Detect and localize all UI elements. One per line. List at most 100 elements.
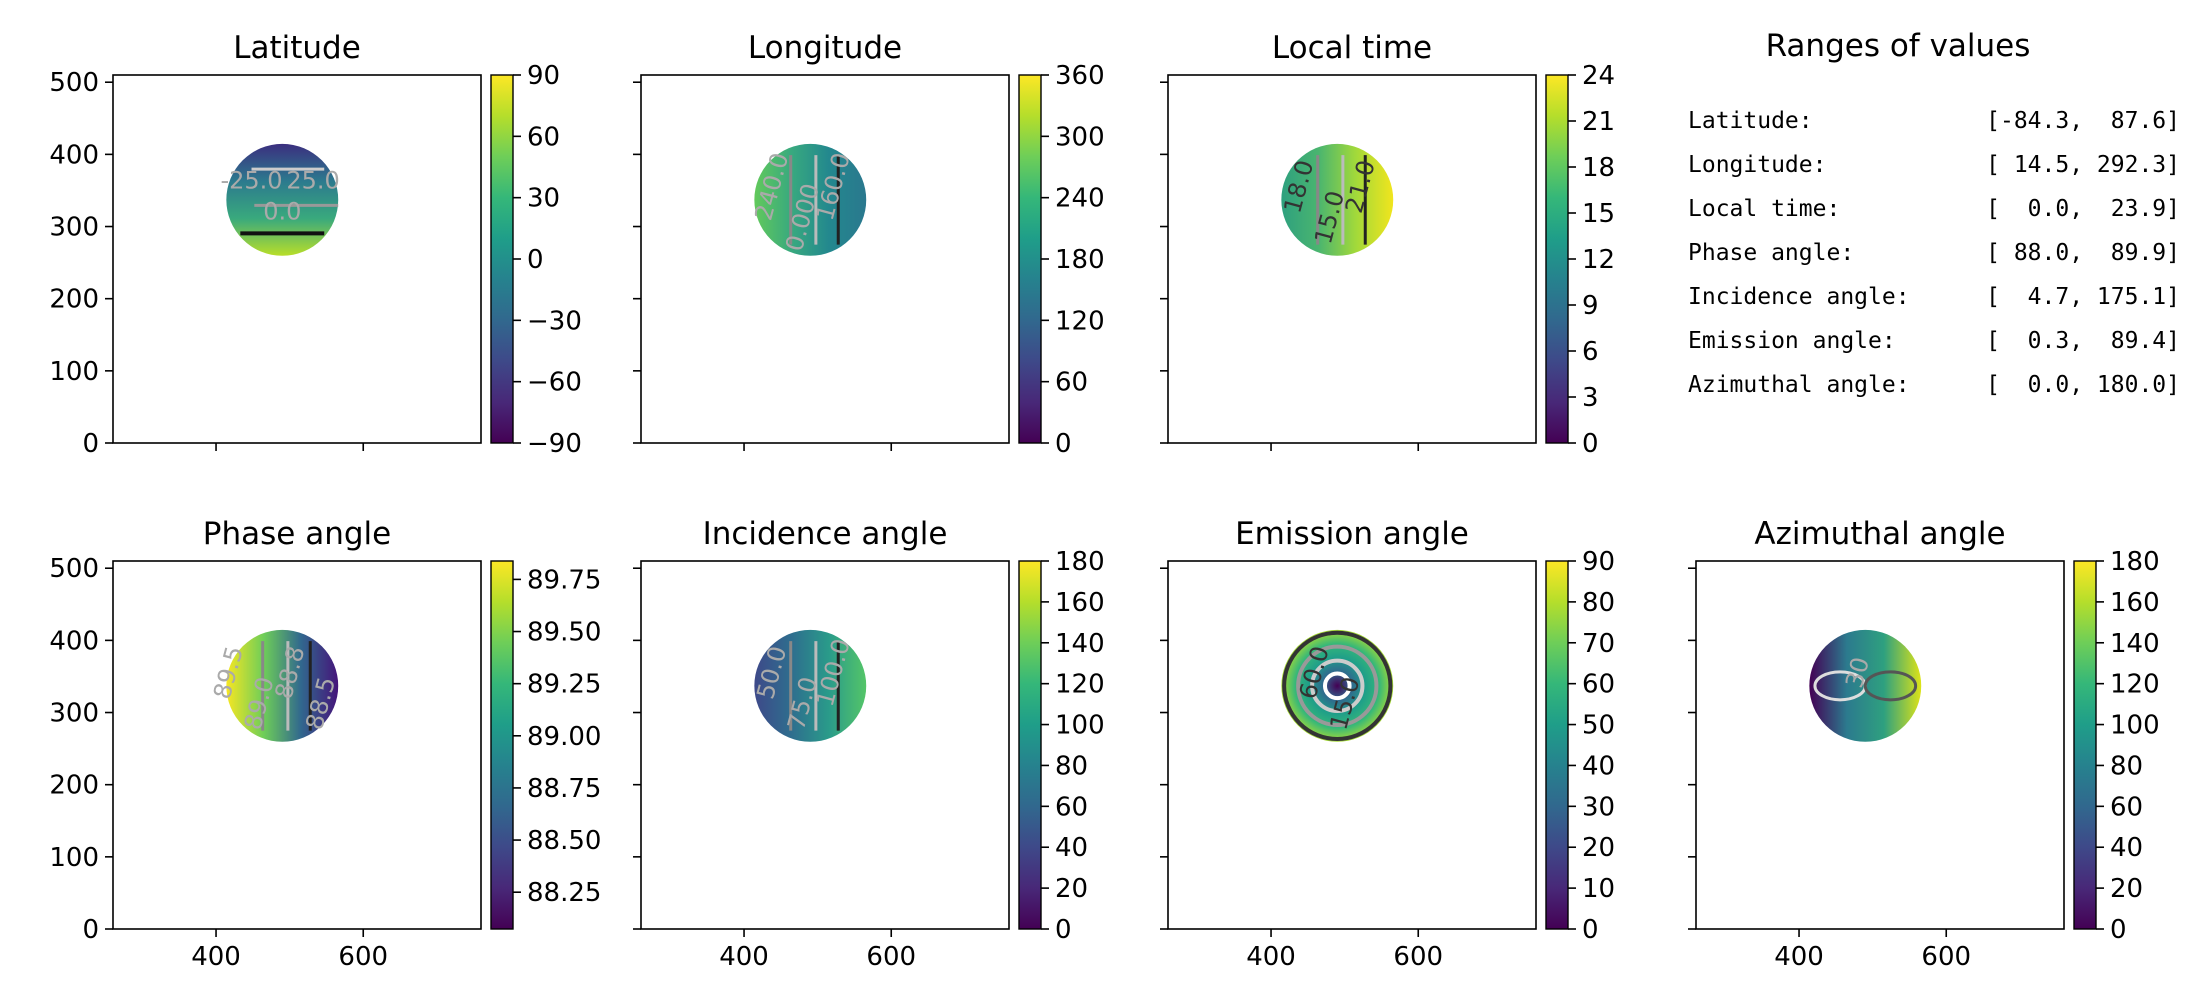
plot-frame xyxy=(640,560,1010,930)
x-tick-label: 400 xyxy=(1246,942,1296,972)
panel-title: Incidence angle xyxy=(703,516,948,552)
colorbar-tick-label: 20 xyxy=(1055,874,1088,904)
colorbar xyxy=(1018,560,1042,930)
range-value: [ 14.5, 292.3] xyxy=(1986,152,2180,178)
colorbar xyxy=(490,74,514,444)
range-value: [-84.3, 87.6] xyxy=(1986,108,2180,134)
colorbar-tick-label: 18 xyxy=(1582,153,1615,183)
colorbar-tick-label: 0 xyxy=(1582,429,1599,459)
range-label: Incidence angle: xyxy=(1688,284,1910,310)
colorbar-tick-label: 20 xyxy=(2110,874,2143,904)
range-value: [ 0.0, 23.9] xyxy=(1986,196,2180,222)
colorbar-tick-label: 88.50 xyxy=(527,826,601,856)
contour-line xyxy=(1863,670,1918,702)
colorbar-tick-label: −90 xyxy=(527,429,582,459)
colorbar-tick-label: 180 xyxy=(1055,547,1105,577)
colorbar-tick-label: 80 xyxy=(2110,751,2143,781)
colorbar-tick-label: 120 xyxy=(1055,306,1105,336)
colorbar-tick-label: 60 xyxy=(2110,792,2143,822)
x-tick-label: 400 xyxy=(719,942,769,972)
range-row: Emission angle: [ 0.3, 89.4] xyxy=(1688,328,2188,372)
range-row: Phase angle: [ 88.0, 89.9] xyxy=(1688,240,2188,284)
colorbar-tick-label: 89.75 xyxy=(527,565,601,595)
colorbar-tick-label: −30 xyxy=(527,306,582,336)
range-label: Phase angle: xyxy=(1688,240,1855,266)
colorbar-tick-label: 20 xyxy=(1582,833,1615,863)
plot-frame xyxy=(1695,560,2065,930)
colorbar-tick-label: 160 xyxy=(1055,588,1105,618)
contour-line xyxy=(1282,630,1393,741)
colorbar-tick-label: 88.75 xyxy=(527,774,601,804)
plot-frame xyxy=(112,560,482,930)
colorbar-tick-label: 21 xyxy=(1582,107,1615,137)
colorbar-tick-label: 9 xyxy=(1582,291,1599,321)
colorbar-tick-label: 140 xyxy=(1055,629,1105,659)
colorbar-tick-label: 40 xyxy=(1582,751,1615,781)
x-tick-label: 400 xyxy=(1774,942,1824,972)
y-tick-label: 100 xyxy=(49,357,99,387)
colorbar-tick-label: 90 xyxy=(527,61,560,91)
range-row: Local time: [ 0.0, 23.9] xyxy=(1688,196,2188,240)
colorbar-tick-label: 120 xyxy=(2110,670,2160,700)
colorbar-tick-label: 0 xyxy=(1055,429,1072,459)
colorbar xyxy=(2073,560,2097,930)
y-tick-label: 400 xyxy=(49,140,99,170)
colorbar-tick-label: 80 xyxy=(1582,588,1615,618)
colorbar-tick-label: 30 xyxy=(1582,792,1615,822)
colorbar-tick-label: 240 xyxy=(1055,184,1105,214)
colorbar-tick-label: 3 xyxy=(1582,383,1599,413)
plot-frame xyxy=(112,74,482,444)
colorbar xyxy=(1545,74,1569,444)
y-tick-label: 0 xyxy=(82,915,99,945)
panel-title: Azimuthal angle xyxy=(1754,516,2005,552)
colorbar-tick-label: 24 xyxy=(1582,61,1615,91)
colorbar-tick-label: 30 xyxy=(527,184,560,214)
range-row: Incidence angle: [ 4.7, 175.1] xyxy=(1688,284,2188,328)
colorbar-tick-label: 120 xyxy=(1055,670,1105,700)
x-tick-label: 600 xyxy=(1393,942,1443,972)
range-label: Longitude: xyxy=(1688,152,1827,178)
colorbar-tick-label: 300 xyxy=(1055,122,1105,152)
colorbar-tick-label: 100 xyxy=(1055,711,1105,741)
colorbar-tick-label: 15 xyxy=(1582,199,1615,229)
colorbar-tick-label: 360 xyxy=(1055,61,1105,91)
y-tick-label: 500 xyxy=(49,68,99,98)
ranges-title: Ranges of values xyxy=(1765,28,2031,64)
contour-line xyxy=(1310,658,1365,714)
range-value: [ 88.0, 89.9] xyxy=(1986,240,2180,266)
range-row: Azimuthal angle: [ 0.0, 180.0] xyxy=(1688,372,2188,416)
colorbar-tick-label: 0 xyxy=(2110,915,2127,945)
range-label: Latitude: xyxy=(1688,108,1813,134)
colorbar-tick-label: −60 xyxy=(527,368,582,398)
colorbar-tick-label: 0 xyxy=(1055,915,1072,945)
colorbar-tick-label: 140 xyxy=(2110,629,2160,659)
colorbar-tick-label: 0 xyxy=(527,245,544,275)
colorbar-tick-label: 70 xyxy=(1582,629,1615,659)
range-label: Emission angle: xyxy=(1688,328,1896,354)
contour-label: 25.0 xyxy=(286,167,339,195)
panel-title: Local time xyxy=(1272,30,1432,66)
panel-title: Longitude xyxy=(748,30,902,66)
range-row: Longitude: [ 14.5, 292.3] xyxy=(1688,152,2188,196)
panel-title: Emission angle xyxy=(1235,516,1469,552)
plot-frame xyxy=(1167,560,1537,930)
contour-line xyxy=(1296,644,1379,727)
y-tick-label: 400 xyxy=(49,626,99,656)
colorbar-tick-label: 89.50 xyxy=(527,618,601,648)
x-tick-label: 600 xyxy=(866,942,916,972)
colorbar-tick-label: 88.25 xyxy=(527,878,601,908)
colorbar-tick-label: 89.00 xyxy=(527,722,601,752)
colorbar xyxy=(490,560,514,930)
colorbar-tick-label: 6 xyxy=(1582,337,1599,367)
ranges-table: Latitude: [-84.3, 87.6] Longitude: [ 14.5,… xyxy=(1688,108,2188,416)
panel-title: Phase angle xyxy=(203,516,391,552)
range-row: Latitude: [-84.3, 87.6] xyxy=(1688,108,2188,152)
colorbar-tick-label: 90 xyxy=(1582,547,1615,577)
colorbar-tick-label: 60 xyxy=(1055,792,1088,822)
colorbar-tick-label: 10 xyxy=(1582,874,1615,904)
colorbar xyxy=(1545,560,1569,930)
colorbar-tick-label: 89.25 xyxy=(527,670,601,700)
colorbar-tick-label: 100 xyxy=(2110,711,2160,741)
colorbar-tick-label: 160 xyxy=(2110,588,2160,618)
